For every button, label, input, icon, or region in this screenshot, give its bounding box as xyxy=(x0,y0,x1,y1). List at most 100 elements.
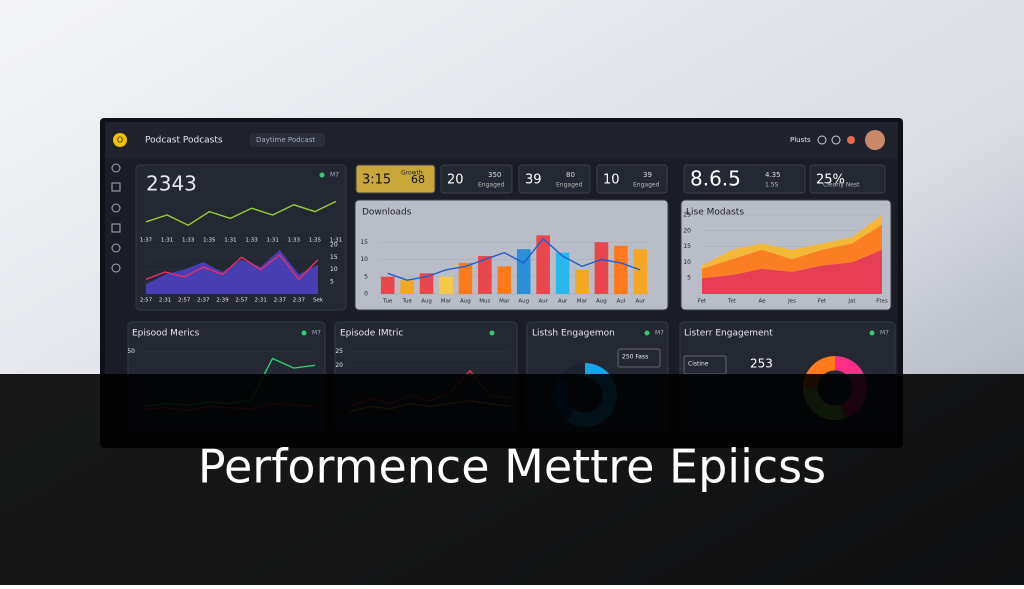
x-tick-label: Mus xyxy=(479,299,490,305)
y-tick-label: 15 xyxy=(683,243,691,250)
nav-icon[interactable] xyxy=(111,182,121,192)
stat-value: 39 xyxy=(525,173,542,188)
x-tick-label: 2:31 xyxy=(254,298,266,304)
area xyxy=(702,215,882,269)
bar xyxy=(478,256,492,294)
y-tick-label: 25 xyxy=(683,212,691,219)
x-tick-label: Mar xyxy=(499,299,510,305)
stat-value: 8.6.5 xyxy=(690,167,741,191)
x-tick-label: Jes xyxy=(787,299,796,305)
badge: M7 xyxy=(880,330,889,337)
x-tick-label: Aug xyxy=(421,299,432,305)
badge: M7 xyxy=(330,172,339,179)
card-title: Listsh Engagemon xyxy=(532,329,615,339)
logo xyxy=(113,133,127,147)
status-dot xyxy=(301,330,307,336)
stat-card xyxy=(355,164,436,194)
bar xyxy=(419,273,434,294)
user-name: Plusts xyxy=(790,136,811,144)
x-tick-label: 1:37 xyxy=(140,238,153,244)
x-tick-label: 2:37 xyxy=(274,298,287,304)
card-title: Episode IMtric xyxy=(340,329,403,339)
stat-value: 10 xyxy=(603,173,620,188)
card-title: Episood Merics xyxy=(132,329,200,339)
stat-extra: 39 xyxy=(643,171,652,179)
area xyxy=(702,224,882,279)
x-tick-label: Mar xyxy=(577,299,588,305)
stat-extra: 68 xyxy=(411,173,425,186)
card-title: 2343 xyxy=(146,172,197,196)
caption: Performence Mettre Epiicss xyxy=(198,440,826,494)
y-tick-label: 50 xyxy=(127,348,135,355)
search-box[interactable] xyxy=(250,133,325,147)
card-title: Downloads xyxy=(362,208,412,218)
x-tick-label: Fet xyxy=(818,299,827,305)
x-tick-label: Aur xyxy=(636,299,646,305)
x-tick-label: Tue xyxy=(382,299,393,305)
x-tick-label: 1:31 xyxy=(330,238,342,244)
badge: M7 xyxy=(655,330,664,337)
badge: M7 xyxy=(312,330,321,337)
x-tick-label: Fet xyxy=(698,299,707,305)
x-tick-label: Sek xyxy=(313,298,324,304)
y-tick-label: 25 xyxy=(335,348,343,355)
bar xyxy=(614,245,628,294)
x-tick-label: 2:57 xyxy=(140,298,153,304)
y-tick-label: 15 xyxy=(360,239,368,246)
stat-label: Clearly Nest xyxy=(823,182,860,189)
nav-icon[interactable] xyxy=(111,263,121,273)
bar xyxy=(536,235,550,294)
stat-card xyxy=(596,164,668,194)
icon[interactable] xyxy=(831,135,841,145)
stat-value: 20 xyxy=(447,173,464,188)
y-tick-label: 20 xyxy=(683,227,691,234)
app-title: Podcast Podcasts xyxy=(145,136,223,146)
x-tick-label: Ftes xyxy=(876,299,888,305)
nav-icon[interactable] xyxy=(111,163,121,173)
x-tick-label: 2:31 xyxy=(159,298,171,304)
card-title: Listerr Engagement xyxy=(684,329,773,339)
caption-banner xyxy=(0,374,1024,585)
icon[interactable] xyxy=(817,135,827,145)
total: 253 xyxy=(750,357,773,371)
top-bar xyxy=(105,122,898,158)
avatar[interactable] xyxy=(865,130,885,150)
y-tick-label: 20 xyxy=(330,242,338,249)
nav-icon[interactable] xyxy=(111,203,121,213)
x-tick-label: Ae xyxy=(758,299,766,305)
y-tick-label: 10 xyxy=(683,259,691,266)
x-tick-label: 1:33 xyxy=(182,238,195,244)
y-tick-label: 15 xyxy=(330,254,338,261)
x-tick-label: Tue xyxy=(401,299,412,305)
x-tick-label: 2:37 xyxy=(293,298,306,304)
x-tick-label: 1:31 xyxy=(224,238,236,244)
stat-extra: 350 xyxy=(488,171,501,179)
stat-value: 25% xyxy=(816,173,845,188)
legend: Cistine xyxy=(688,361,709,368)
status-dot xyxy=(644,330,650,336)
bar xyxy=(594,242,609,294)
bar xyxy=(400,280,414,294)
x-tick-label: 2:57 xyxy=(235,298,248,304)
x-tick-label: 2:39 xyxy=(216,298,229,304)
logo-text: O xyxy=(117,136,123,145)
x-tick-label: Aug xyxy=(596,299,607,305)
bar xyxy=(439,276,453,294)
icon[interactable] xyxy=(847,136,855,144)
x-tick-label: 2:57 xyxy=(178,298,191,304)
x-tick-label: 2:37 xyxy=(197,298,210,304)
bar xyxy=(497,266,512,294)
y-tick-label: 10 xyxy=(360,256,368,263)
status-dot xyxy=(319,172,325,178)
nav-icon[interactable] xyxy=(111,223,121,233)
x-tick-label: Aur xyxy=(558,299,568,305)
status-dot xyxy=(489,330,495,336)
x-tick-label: 1:35 xyxy=(309,238,322,244)
card-title: Lise Modasts xyxy=(686,208,744,218)
y-tick-label: 0 xyxy=(364,291,368,298)
bar xyxy=(458,262,473,294)
nav-icon[interactable] xyxy=(111,243,121,253)
y-tick-label: 5 xyxy=(364,273,368,280)
x-tick-label: Aul xyxy=(616,299,625,305)
